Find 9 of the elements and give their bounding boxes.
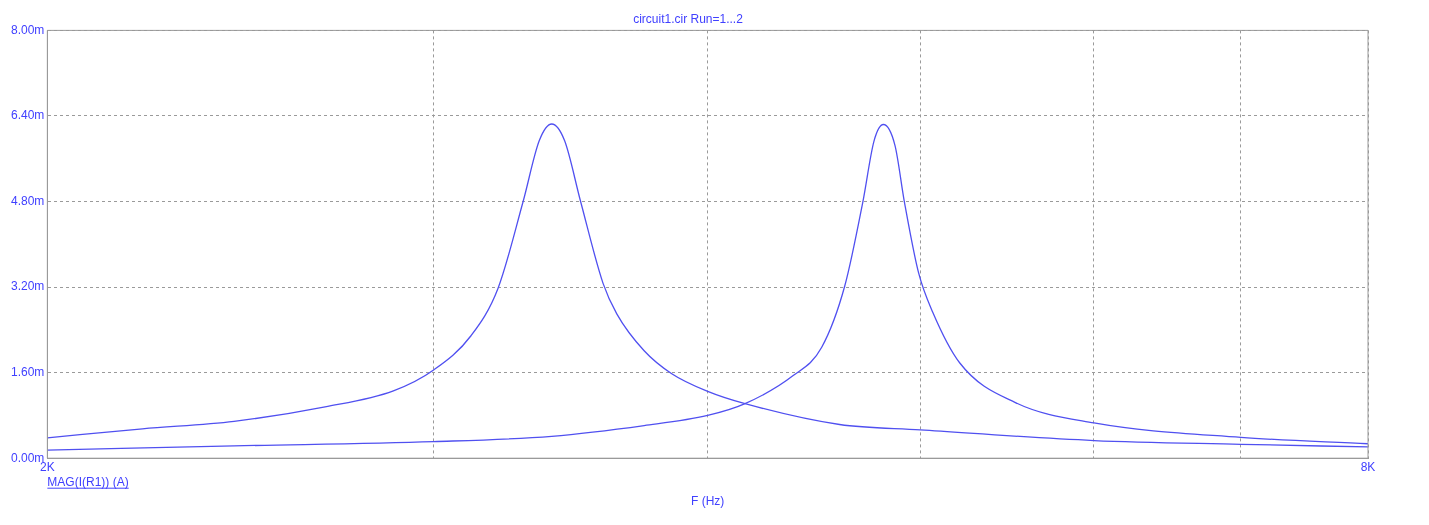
y-tick-label: 6.40m (10, 108, 45, 123)
chart-title: circuit1.cir Run=1...2 (633, 11, 744, 26)
y-tick-label: 4.80m (10, 193, 45, 208)
text: MAG(I(R1)) (A) (47, 475, 129, 490)
x-axis-title: F (Hz) (691, 494, 725, 509)
y-tick-label: 3.20m (10, 279, 45, 294)
y-tick-label: 1.60m (10, 364, 45, 379)
y-tick-label: 8.00m (10, 22, 45, 37)
x-tick-label: 8K (1360, 459, 1376, 474)
